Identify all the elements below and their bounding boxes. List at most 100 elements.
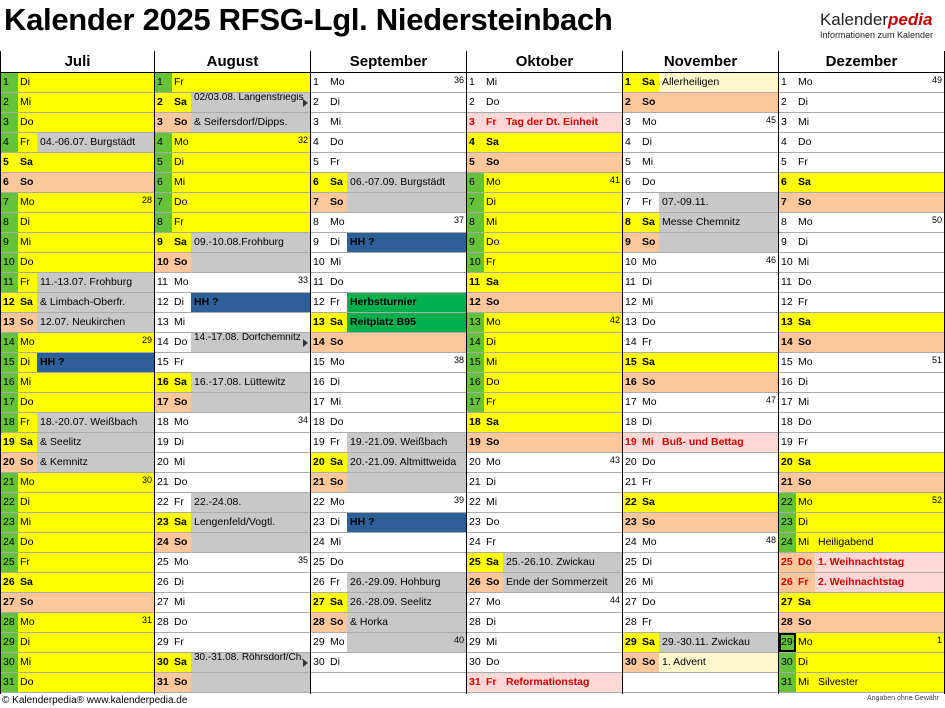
day-row[interactable]: 18 Sa — [467, 413, 622, 433]
day-row[interactable]: 31 Mi Silvester — [779, 673, 944, 693]
day-row[interactable]: 18 Do — [779, 413, 944, 433]
day-row[interactable]: 16 Sa 16.-17.08. Lüttewitz — [155, 373, 310, 393]
day-row[interactable]: 11 Sa — [467, 273, 622, 293]
day-row[interactable]: 7 Di — [467, 193, 622, 213]
day-row[interactable]: 7 Fr 07.-09.11. — [623, 193, 778, 213]
day-row[interactable]: 11 Mo 33 — [155, 273, 310, 293]
day-row[interactable]: 16 Do — [467, 373, 622, 393]
day-row[interactable]: 17 So — [155, 393, 310, 413]
day-row[interactable]: 26 Mi — [623, 573, 778, 593]
day-row[interactable]: 6 So — [1, 173, 154, 193]
day-row[interactable]: 4 Mo 32 — [155, 133, 310, 153]
day-row[interactable]: 31 Fr Reformationstag — [467, 673, 622, 693]
day-row[interactable]: 11 Do — [779, 273, 944, 293]
day-row[interactable]: 21 Di — [467, 473, 622, 493]
day-row[interactable]: 1 Mo 49 — [779, 73, 944, 93]
day-row[interactable]: 19 Di — [155, 433, 310, 453]
day-row[interactable]: 21 So — [779, 473, 944, 493]
day-row[interactable]: 24 So — [155, 533, 310, 553]
day-row[interactable]: 12 Fr Herbstturnier — [311, 293, 466, 313]
day-row[interactable]: 23 Di — [779, 513, 944, 533]
day-row[interactable]: 4 Di — [623, 133, 778, 153]
day-row[interactable]: 2 Di — [311, 93, 466, 113]
day-row[interactable]: 31 Do — [1, 673, 154, 693]
day-row[interactable]: 16 Mi — [1, 373, 154, 393]
day-row[interactable]: 29 Fr — [155, 633, 310, 653]
day-row[interactable]: 18 Do — [311, 413, 466, 433]
day-row[interactable]: 24 Fr — [467, 533, 622, 553]
day-row[interactable]: 4 Do — [779, 133, 944, 153]
day-row[interactable]: 27 Mi — [155, 593, 310, 613]
day-row[interactable]: 3 Mi — [311, 113, 466, 133]
day-row[interactable]: 14 Fr — [623, 333, 778, 353]
day-row[interactable]: 26 Fr 26.-29.09. Hohburg — [311, 573, 466, 593]
day-row[interactable]: 13 Do — [623, 313, 778, 333]
day-row[interactable]: 12 Sa & Limbach-Oberfr. — [1, 293, 154, 313]
day-row[interactable]: 23 So — [623, 513, 778, 533]
day-row[interactable]: 27 Sa — [779, 593, 944, 613]
day-row[interactable]: 26 Fr 2. Weihnachtstag — [779, 573, 944, 593]
day-row[interactable]: 3 Mo 45 — [623, 113, 778, 133]
day-row[interactable]: 23 Do — [467, 513, 622, 533]
day-row[interactable]: 25 Fr — [1, 553, 154, 573]
day-row[interactable]: 9 Di HH ? — [311, 233, 466, 253]
day-row[interactable]: 30 Sa 30.-31.08. Röhrsdorf/Ch. — [155, 653, 310, 673]
day-row[interactable]: 5 Sa — [1, 153, 154, 173]
day-row[interactable]: 4 Sa — [467, 133, 622, 153]
day-row[interactable]: 8 Sa Messe Chemnitz — [623, 213, 778, 233]
day-row[interactable]: 13 Sa Reitplatz B95 — [311, 313, 466, 333]
day-row[interactable]: 7 So — [779, 193, 944, 213]
day-row[interactable]: 15 Sa — [623, 353, 778, 373]
day-row[interactable]: 28 Di — [467, 613, 622, 633]
day-row[interactable]: 12 Di HH ? — [155, 293, 310, 313]
day-row[interactable]: 2 Sa 02/03.08. Langenstriegis — [155, 93, 310, 113]
day-row[interactable]: 7 Do — [155, 193, 310, 213]
day-row[interactable]: 16 Di — [311, 373, 466, 393]
day-row[interactable]: 31 So — [155, 673, 310, 693]
day-row[interactable]: 26 So Ende der Sommerzeit — [467, 573, 622, 593]
day-row[interactable]: 5 Fr — [311, 153, 466, 173]
day-row[interactable]: 6 Sa — [779, 173, 944, 193]
day-row[interactable]: 10 Do — [1, 253, 154, 273]
day-row[interactable]: 19 Fr — [779, 433, 944, 453]
day-row[interactable]: 17 Do — [1, 393, 154, 413]
day-row[interactable]: 29 Mo 1 — [779, 633, 944, 653]
day-row[interactable]: 8 Di — [1, 213, 154, 233]
day-row[interactable]: 1 Sa Allerheiligen — [623, 73, 778, 93]
day-row[interactable]: 25 Sa 25.-26.10. Zwickau — [467, 553, 622, 573]
day-row[interactable]: 30 Mi — [1, 653, 154, 673]
day-row[interactable]: 27 Mo 44 — [467, 593, 622, 613]
day-row[interactable]: 29 Di — [1, 633, 154, 653]
day-row[interactable]: 11 Di — [623, 273, 778, 293]
day-row[interactable]: 21 Fr — [623, 473, 778, 493]
day-row[interactable]: 19 Mi Buß- und Bettag — [623, 433, 778, 453]
day-row[interactable]: 14 So — [779, 333, 944, 353]
day-row[interactable]: 2 Di — [779, 93, 944, 113]
day-row[interactable]: 1 Di — [1, 73, 154, 93]
day-row[interactable]: 17 Mo 47 — [623, 393, 778, 413]
day-row[interactable]: 19 So — [467, 433, 622, 453]
day-row[interactable]: 8 Mi — [467, 213, 622, 233]
day-row[interactable]: 4 Do — [311, 133, 466, 153]
day-row[interactable]: 11 Do — [311, 273, 466, 293]
day-row[interactable]: 29 Sa 29.-30.11. Zwickau — [623, 633, 778, 653]
day-row[interactable]: 21 Do — [155, 473, 310, 493]
day-row[interactable]: 2 Mi — [1, 93, 154, 113]
day-row[interactable]: 9 Sa 09.-10.08.Frohburg — [155, 233, 310, 253]
day-row[interactable]: 30 Di — [311, 653, 466, 673]
day-row[interactable]: 25 Do 1. Weihnachtstag — [779, 553, 944, 573]
day-row[interactable]: 9 So — [623, 233, 778, 253]
day-row[interactable]: 18 Fr 18.-20.07. Weißbach — [1, 413, 154, 433]
day-row[interactable]: 13 So 12.07. Neukirchen — [1, 313, 154, 333]
day-row[interactable] — [311, 673, 466, 693]
day-row[interactable]: 1 Fr — [155, 73, 310, 93]
day-row[interactable]: 22 Mi — [467, 493, 622, 513]
day-row[interactable]: 11 Fr 11.-13.07. Frohburg — [1, 273, 154, 293]
day-row[interactable]: 2 So — [623, 93, 778, 113]
day-row[interactable]: 1 Mi — [467, 73, 622, 93]
day-row[interactable]: 22 Sa — [623, 493, 778, 513]
day-row[interactable]: 27 So — [1, 593, 154, 613]
day-row[interactable]: 4 Fr 04.-06.07. Burgstädt — [1, 133, 154, 153]
day-row[interactable]: 20 So & Kemnitz — [1, 453, 154, 473]
day-row[interactable]: 15 Fr — [155, 353, 310, 373]
